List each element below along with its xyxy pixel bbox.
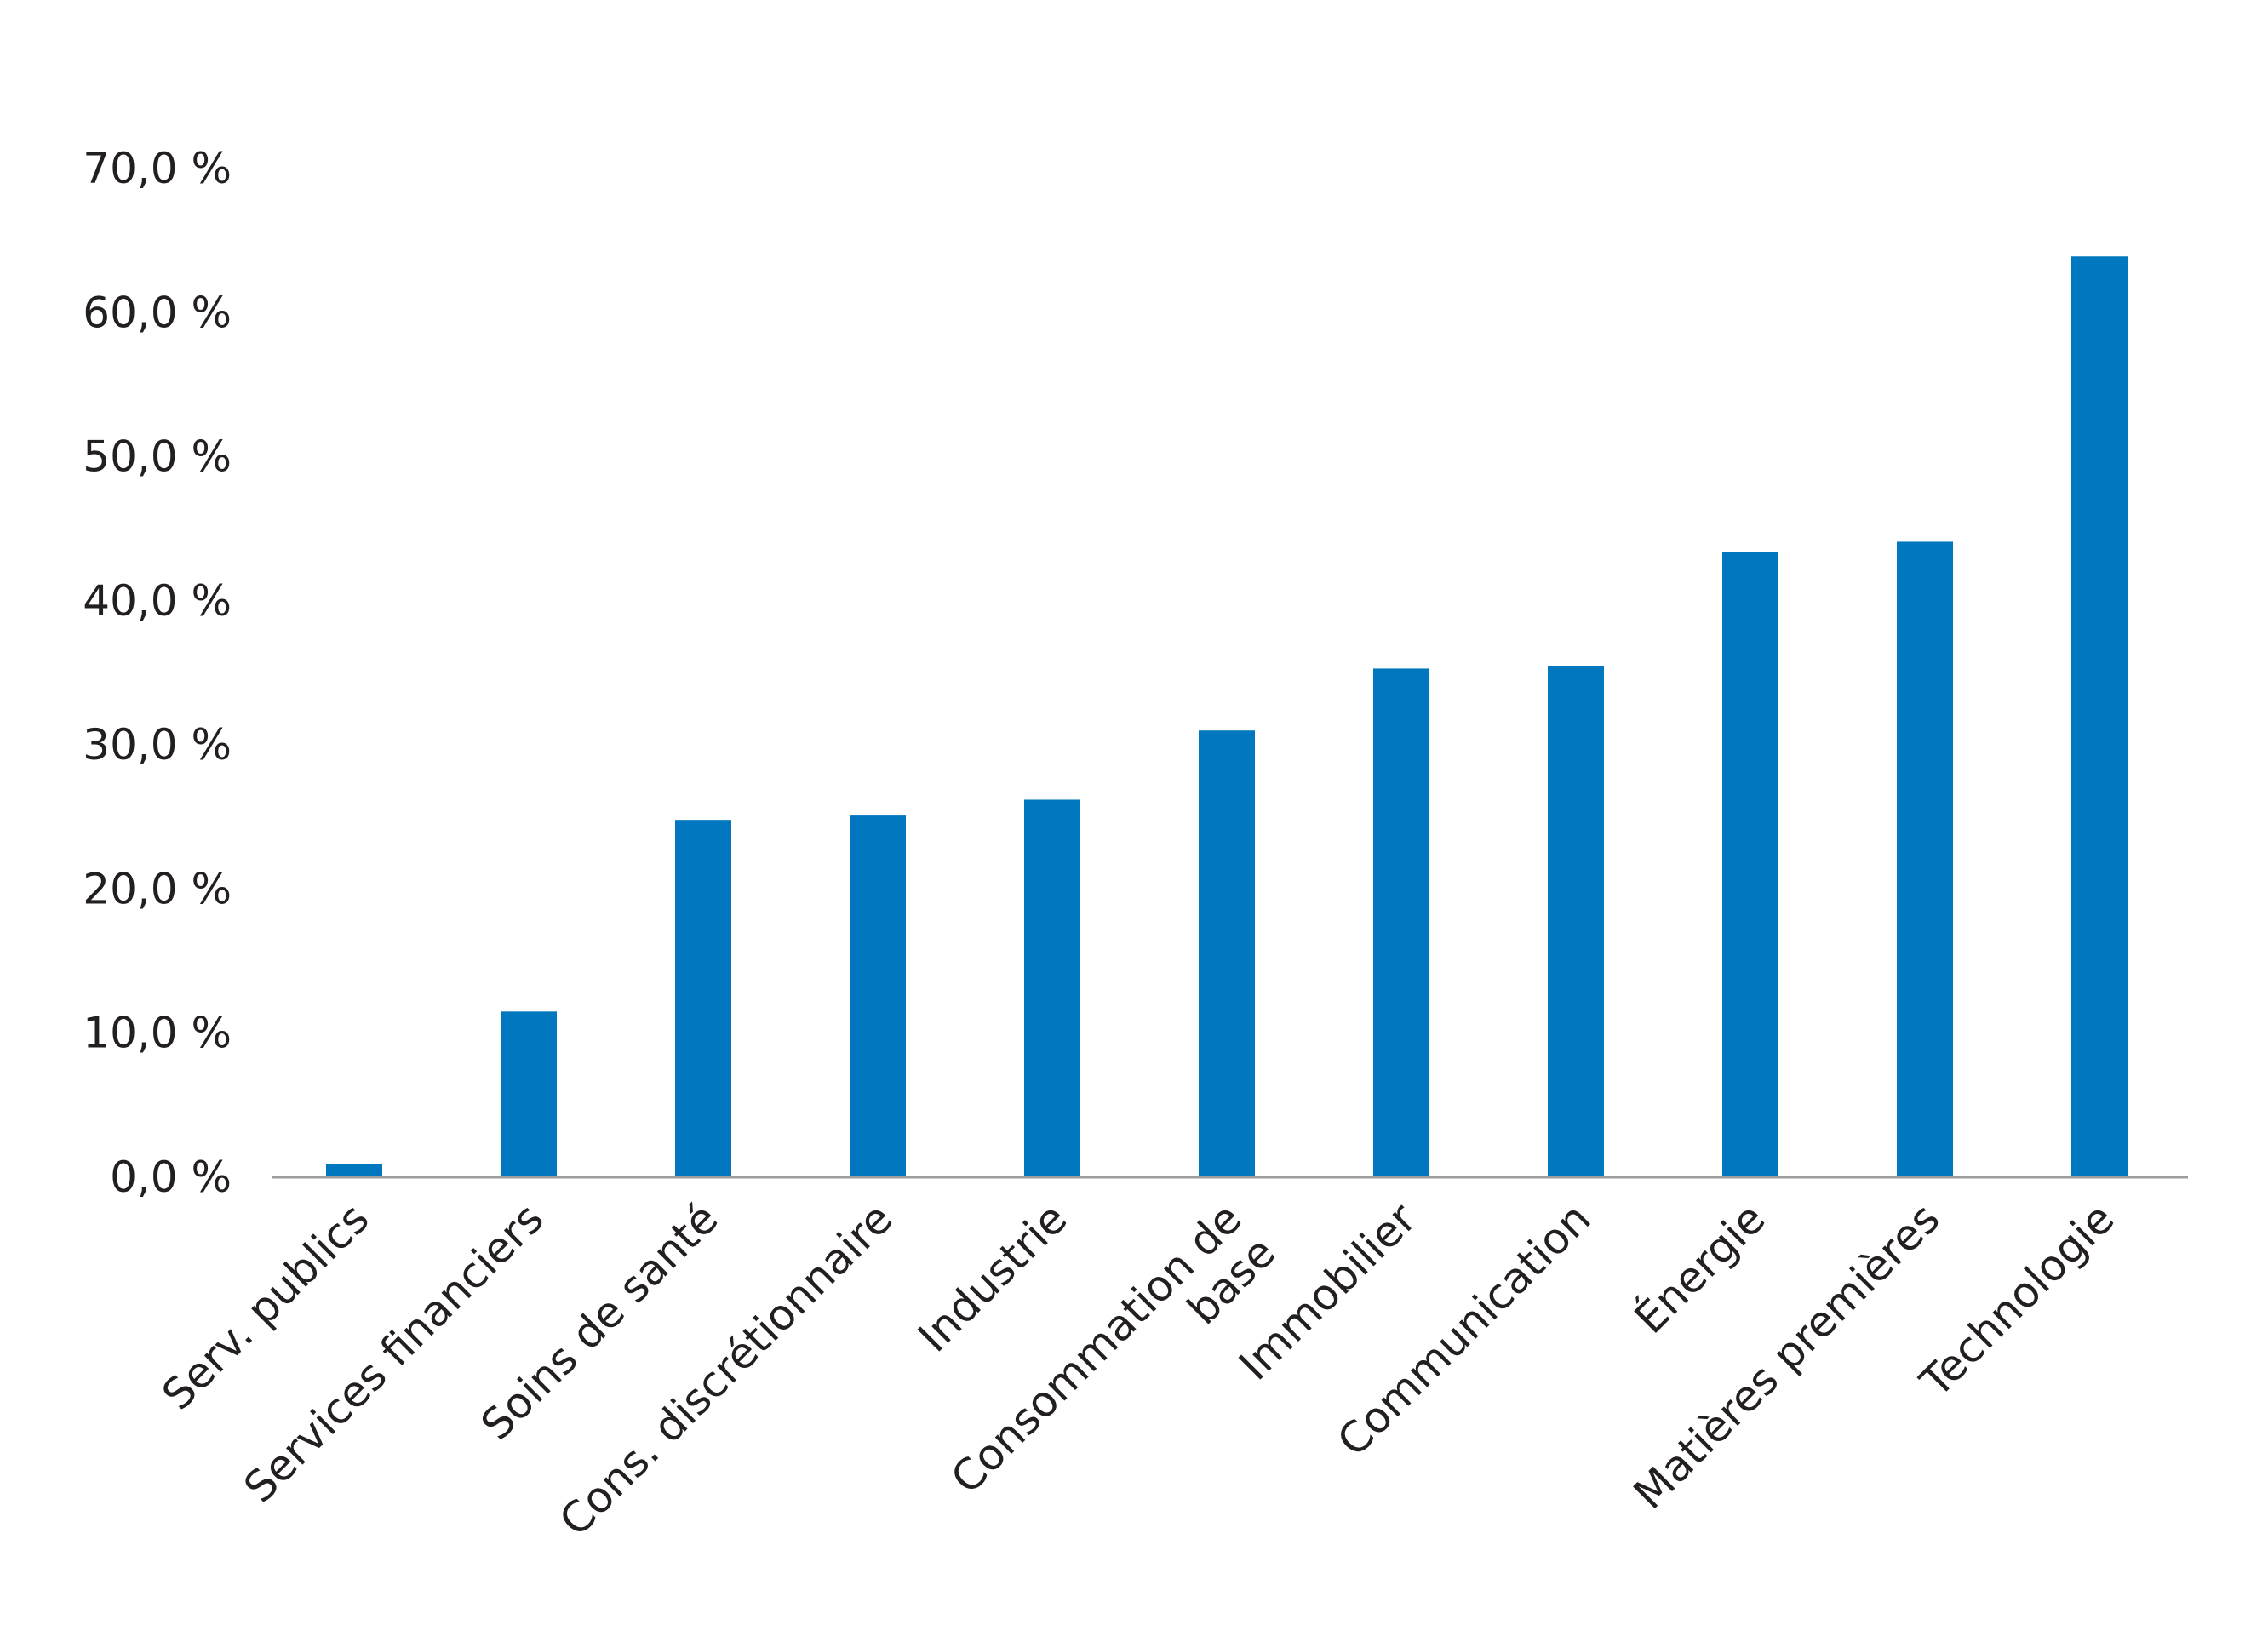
y-tick-label: 40,0 % <box>83 576 232 626</box>
y-tick-label: 10,0 % <box>83 1009 232 1058</box>
bars-group <box>326 256 2128 1177</box>
y-tick-label: 20,0 % <box>83 864 232 913</box>
x-category-label: Immobilier <box>1229 1193 1425 1389</box>
bar-1 <box>501 1011 557 1177</box>
x-category-label-line: Services financiers <box>234 1193 553 1512</box>
y-tick-label: 70,0 % <box>83 144 232 193</box>
x-category-label: Cons. discrétionnaire <box>550 1193 902 1545</box>
bar-2 <box>675 820 731 1177</box>
bar-4 <box>1024 799 1080 1177</box>
x-category-label-line: Consommation de <box>942 1193 1251 1502</box>
bar-3 <box>850 815 906 1177</box>
y-axis-ticks: 0,0 % 10,0 % 20,0 % 30,0 % 40,0 % 50,0 % 60,0 … <box>83 144 232 1202</box>
x-category-label: Services financiers <box>234 1193 553 1512</box>
x-category-label: Industrie <box>908 1193 1076 1361</box>
x-category-label-line: Cons. discrétionnaire <box>550 1193 902 1545</box>
y-tick-label: 60,0 % <box>83 288 232 337</box>
x-category-label-line: Industrie <box>908 1193 1076 1361</box>
x-category-label: Énergie <box>1624 1193 1774 1343</box>
bar-7 <box>1548 666 1604 1177</box>
bar-10 <box>2071 256 2128 1177</box>
bar-0 <box>326 1164 382 1177</box>
y-tick-label: 50,0 % <box>83 432 232 482</box>
y-tick-label: 30,0 % <box>83 720 232 770</box>
x-category-label-line: Immobilier <box>1229 1193 1425 1389</box>
x-category-label-line: Énergie <box>1624 1193 1774 1343</box>
bar-8 <box>1722 552 1778 1177</box>
x-category-label: Matières premières <box>1624 1193 1950 1519</box>
bar-5 <box>1199 730 1255 1177</box>
bar-6 <box>1373 668 1429 1177</box>
x-category-label-line: Matières premières <box>1624 1193 1950 1519</box>
y-tick-label: 0,0 % <box>110 1153 232 1202</box>
bar-9 <box>1897 541 1953 1177</box>
